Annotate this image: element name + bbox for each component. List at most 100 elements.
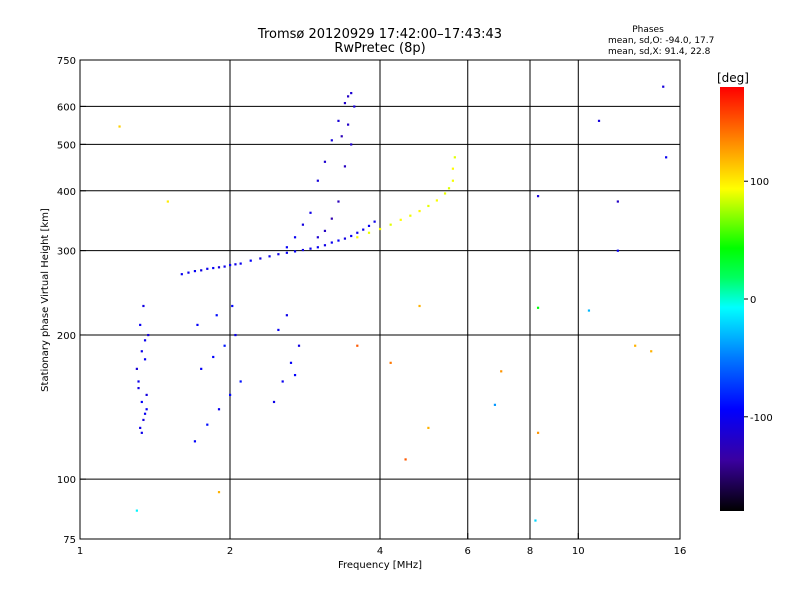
data-point [206, 267, 209, 270]
data-point [451, 167, 455, 170]
colorbar-tick-label: 100 [750, 177, 769, 188]
data-point [350, 91, 353, 95]
data-point [231, 304, 234, 308]
data-point [212, 266, 215, 270]
data-point [323, 229, 327, 232]
data-point [316, 246, 319, 249]
data-point [142, 418, 145, 422]
data-point [453, 156, 456, 159]
data-point [187, 271, 190, 274]
data-point [634, 344, 637, 347]
data-point [293, 236, 297, 239]
data-point [435, 199, 438, 202]
data-point [500, 370, 503, 373]
data-point [217, 491, 221, 494]
data-point [616, 249, 619, 252]
data-point [212, 355, 215, 359]
data-point [180, 273, 183, 276]
data-points [118, 85, 668, 522]
data-point [140, 400, 143, 404]
data-point [229, 263, 232, 267]
y-tick-label: 100 [57, 475, 76, 486]
data-point [389, 361, 392, 364]
data-point [536, 431, 540, 434]
data-point [343, 101, 347, 105]
y-axis-ticks: 75 100 200 300 400 500 600 750 [57, 56, 86, 546]
x-tick-label: 6 [465, 546, 471, 557]
data-point [356, 344, 359, 347]
data-point [389, 223, 392, 226]
data-point [353, 105, 356, 108]
data-point [139, 323, 142, 327]
data-point [135, 367, 138, 370]
data-point [223, 265, 226, 268]
grid-lines [80, 60, 680, 539]
y-tick-label: 600 [57, 102, 76, 113]
data-point [367, 231, 371, 234]
data-point [196, 323, 199, 327]
data-point [223, 344, 226, 347]
data-point [137, 386, 140, 390]
data-point [316, 179, 319, 182]
data-point [249, 259, 252, 262]
colorbar-tick-label: 0 [750, 295, 756, 306]
y-tick-label: 400 [57, 187, 76, 198]
data-point [343, 237, 347, 240]
data-point [297, 344, 301, 347]
data-point [229, 393, 232, 397]
data-point [200, 269, 203, 272]
data-point [493, 403, 497, 406]
data-point [346, 123, 350, 126]
data-point [330, 241, 333, 244]
data-point [399, 218, 402, 221]
stats-line-x: mean, sd,X: 91.4, 22.8 [608, 47, 711, 57]
data-point [323, 244, 327, 247]
data-point [665, 156, 668, 159]
data-point [379, 227, 382, 231]
x-axis-ticks: 1 2 4 6 8 10 16 [77, 533, 687, 557]
data-point [427, 204, 430, 208]
data-point [206, 423, 209, 426]
data-point [309, 247, 312, 250]
y-tick-label: 500 [57, 140, 76, 151]
x-tick-label: 2 [227, 546, 233, 557]
y-tick-label: 750 [57, 56, 76, 67]
data-point [343, 165, 347, 168]
data-point [616, 200, 619, 203]
data-point [587, 309, 591, 312]
colorbar-tick-label: -100 [750, 413, 773, 424]
data-point [409, 214, 412, 217]
data-point [293, 373, 297, 377]
stats-line-o: mean, sd,O: -94.0, 17.7 [608, 36, 714, 46]
data-point [350, 143, 353, 146]
data-point [277, 253, 280, 256]
data-point [536, 306, 540, 309]
colorbar-ticks: 100 0 -100 [744, 177, 773, 424]
data-point [234, 333, 237, 337]
data-point [166, 200, 169, 203]
data-point [404, 458, 407, 461]
x-tick-label: 8 [527, 546, 533, 557]
y-axis-label: Stationary phase Virtual Height [km] [40, 208, 51, 392]
data-point [340, 135, 343, 138]
data-point [139, 426, 142, 430]
data-point [140, 431, 143, 434]
data-point [293, 250, 297, 253]
data-point [118, 125, 121, 128]
data-point [272, 400, 276, 404]
data-point [597, 119, 601, 122]
data-point [289, 361, 293, 364]
data-point [362, 228, 365, 231]
x-tick-label: 16 [674, 546, 687, 557]
data-point [337, 239, 340, 242]
data-point [367, 224, 371, 228]
data-point [277, 328, 280, 332]
data-point [193, 440, 197, 443]
colorbar [720, 87, 744, 511]
chart-subtitle: RwPretec (8p) [334, 41, 425, 56]
data-point [350, 234, 353, 238]
data-point [427, 426, 430, 430]
chart-title: Tromsø 20120929 17:42:00–17:43:43 [257, 27, 502, 42]
data-point [356, 231, 359, 234]
